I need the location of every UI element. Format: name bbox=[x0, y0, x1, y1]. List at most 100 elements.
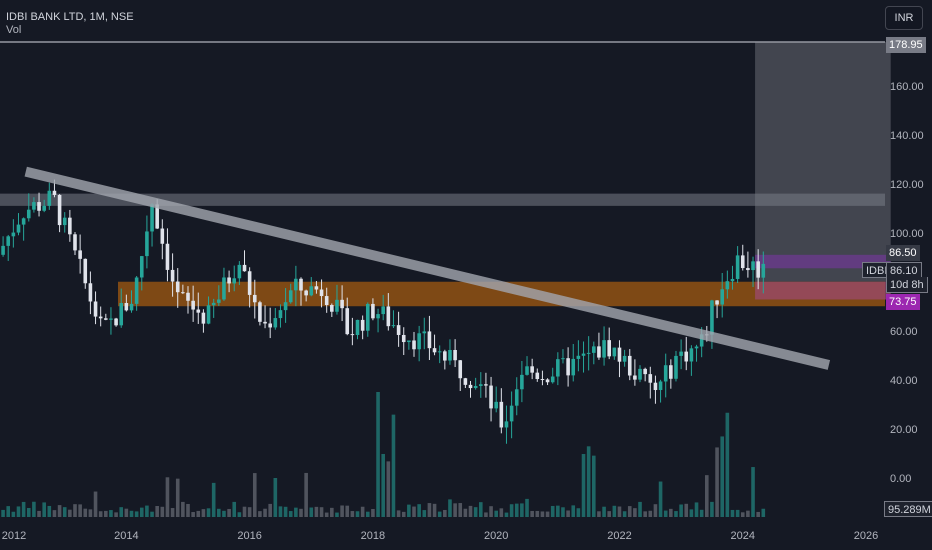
volume-bar bbox=[242, 506, 247, 517]
candle-body bbox=[530, 366, 534, 373]
candle-body bbox=[648, 374, 653, 383]
last-price-badge: 86.50 bbox=[886, 245, 920, 261]
volume-indicator-label[interactable]: Vol bbox=[6, 24, 22, 36]
candle-body bbox=[591, 346, 596, 353]
candle-body bbox=[288, 290, 293, 303]
volume-bar bbox=[288, 511, 293, 517]
candle-body bbox=[535, 372, 540, 380]
volume-bar bbox=[376, 392, 380, 517]
volume-bar bbox=[715, 447, 719, 517]
candle-body bbox=[396, 325, 401, 335]
volume-bar bbox=[350, 511, 355, 517]
candle-body bbox=[42, 205, 46, 211]
volume-bar bbox=[735, 509, 740, 517]
candle-body bbox=[401, 334, 406, 343]
volume-bar bbox=[273, 477, 278, 517]
candle-body bbox=[437, 351, 442, 353]
candle-body bbox=[545, 379, 550, 383]
volume-bar bbox=[401, 511, 406, 517]
candle-body bbox=[622, 355, 627, 362]
volume-bar bbox=[217, 508, 221, 517]
volume-bar bbox=[669, 508, 673, 517]
volume-bar bbox=[252, 473, 257, 517]
volume-bar bbox=[448, 499, 452, 517]
volume-bar bbox=[617, 506, 622, 517]
candle-body bbox=[602, 340, 606, 358]
volume-bar bbox=[314, 506, 319, 517]
volume-bar bbox=[114, 512, 118, 517]
volume-bar bbox=[674, 511, 678, 517]
volume-bar bbox=[576, 508, 581, 517]
volume-bar bbox=[258, 511, 262, 517]
volume-bar bbox=[150, 511, 154, 517]
volume-badge: 95.289M bbox=[884, 501, 932, 517]
currency-button[interactable]: INR bbox=[885, 6, 923, 30]
volume-bar bbox=[607, 511, 611, 517]
candle-body bbox=[514, 389, 519, 406]
volume-bar bbox=[612, 505, 617, 517]
volume-bar bbox=[155, 505, 159, 517]
candle-body bbox=[571, 358, 576, 376]
volume-bar bbox=[602, 506, 606, 517]
volume-bar bbox=[88, 509, 93, 517]
candle-body bbox=[458, 360, 463, 379]
volume-bar bbox=[710, 501, 714, 517]
volume-bar bbox=[62, 507, 67, 517]
volume-bar bbox=[761, 508, 766, 517]
volume-bar bbox=[566, 510, 570, 517]
y-tick-label: 40.00 bbox=[890, 375, 918, 388]
candle-body bbox=[206, 305, 211, 324]
candle-body bbox=[371, 303, 375, 319]
candle-body bbox=[376, 314, 380, 319]
x-tick-label: 2026 bbox=[853, 530, 879, 542]
candle-body bbox=[242, 264, 247, 272]
candle-body bbox=[355, 319, 360, 336]
candle-body bbox=[566, 358, 570, 376]
volume-bar bbox=[345, 505, 350, 517]
candle-body bbox=[191, 300, 195, 310]
candle-body bbox=[720, 289, 725, 305]
y-tick-label: 20.00 bbox=[890, 424, 918, 437]
candle-body bbox=[468, 384, 473, 389]
volume-bar bbox=[468, 505, 473, 517]
candle-body bbox=[463, 378, 468, 385]
candle-body bbox=[258, 302, 262, 322]
volume-bar bbox=[489, 506, 493, 517]
candle-body bbox=[88, 283, 93, 302]
volume-bar bbox=[705, 475, 709, 517]
volume-bar bbox=[591, 455, 596, 517]
y-tick-label: 120.00 bbox=[890, 179, 924, 192]
volume-bar bbox=[561, 507, 565, 517]
volume-bar bbox=[386, 461, 391, 517]
candle-body bbox=[365, 303, 370, 331]
candle-body bbox=[155, 204, 159, 229]
volume-bar bbox=[57, 505, 62, 517]
candle-body bbox=[222, 277, 226, 300]
candle-body bbox=[509, 405, 514, 422]
volume-bar bbox=[520, 503, 524, 517]
position-entry-box bbox=[755, 254, 891, 269]
candle-body bbox=[489, 385, 493, 409]
x-tick-label: 2016 bbox=[237, 530, 262, 542]
candle-body bbox=[561, 358, 565, 360]
candle-body bbox=[98, 316, 103, 319]
candle-body bbox=[617, 347, 622, 362]
volume-bar bbox=[211, 482, 216, 517]
volume-bar bbox=[422, 510, 427, 517]
volume-bar bbox=[26, 507, 31, 517]
candle-body bbox=[52, 190, 57, 195]
volume-bar bbox=[145, 505, 149, 517]
candle-body bbox=[37, 202, 41, 211]
volume-bar bbox=[473, 507, 478, 517]
volume-bar bbox=[725, 412, 730, 517]
candle-body bbox=[494, 401, 498, 409]
candle-body bbox=[252, 294, 257, 303]
candle-body bbox=[324, 296, 329, 305]
volume-bar bbox=[514, 503, 519, 517]
candle-body bbox=[504, 421, 509, 428]
volume-bar bbox=[206, 508, 211, 517]
candle-body bbox=[407, 340, 411, 343]
candle-body bbox=[16, 224, 21, 233]
candle-body bbox=[299, 278, 303, 291]
